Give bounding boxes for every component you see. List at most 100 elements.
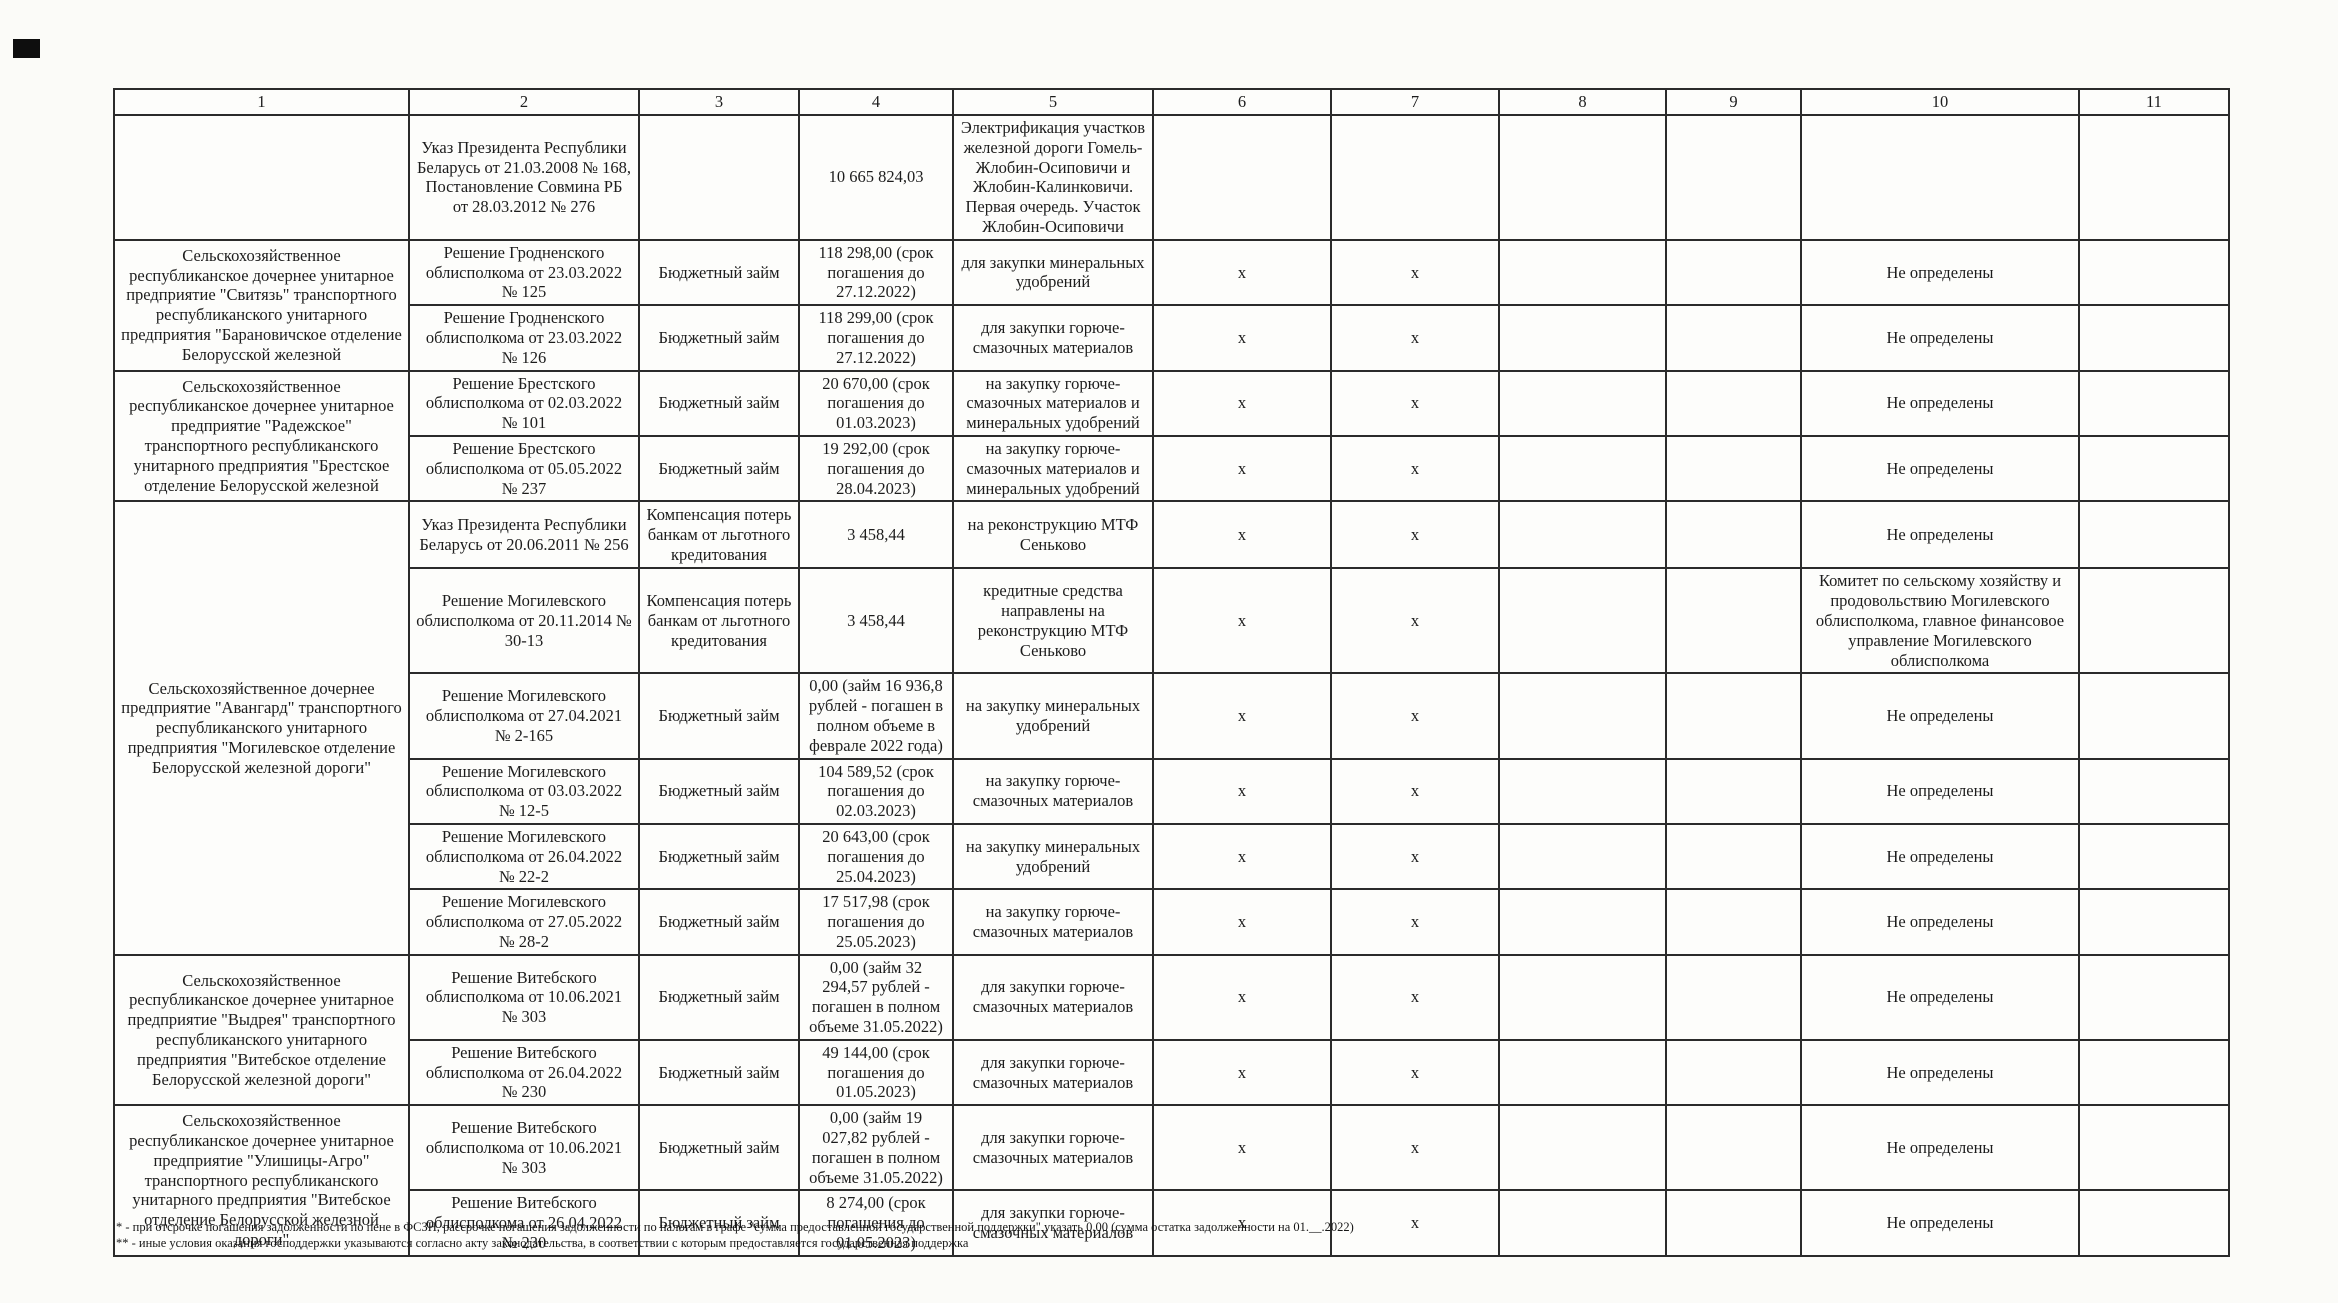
legal-basis-cell: Решение Витебского облисполкома от 10.06…: [408, 1104, 640, 1192]
legal-basis-cell: Решение Могилевского облисполкома от 27.…: [408, 672, 640, 760]
mark-cell: х: [1330, 500, 1500, 570]
conditions-cell: Не определены: [1800, 757, 2080, 825]
purpose-cell: для закупки горюче-смазочных материалов: [952, 953, 1154, 1041]
table-row: Решение Витебского облисполкома от 26.04…: [114, 1189, 2230, 1257]
amount-cell: 118 298,00 (срок погашения до 27.12.2022…: [798, 238, 954, 307]
legal-basis-cell: Решение Витебского облисполкома от 26.04…: [408, 1038, 640, 1107]
conditions-cell: Комитет по сельскому хозяйству и продово…: [1800, 567, 2080, 675]
mark-cell: х: [1330, 567, 1500, 675]
support-type-cell: Бюджетный займ: [638, 369, 800, 437]
support-type-cell: Бюджетный займ: [638, 1104, 800, 1192]
empty-cell: [638, 114, 800, 241]
conditions-cell: Не определены: [1800, 434, 2080, 503]
support-type-cell: Бюджетный займ: [638, 434, 800, 503]
table-row: Указ Президента Республики Беларусь от 2…: [113, 114, 2230, 241]
conditions-cell: Не определены: [1800, 1104, 2080, 1192]
table-row: Решение Брестского облисполкома от 05.05…: [114, 434, 2230, 503]
table-row: Сельскохозяйственное республиканское доч…: [113, 369, 2230, 503]
empty-cell: [1665, 953, 1802, 1041]
column-number-cell: 5: [952, 88, 1154, 116]
purpose-cell: на закупку горюче-смазочных материалов и…: [952, 434, 1154, 503]
mark-cell: х: [1330, 238, 1500, 307]
support-type-cell: Бюджетный займ: [638, 953, 800, 1041]
amount-cell: 17 517,98 (срок погашения до 25.05.2023): [798, 888, 954, 956]
column-number-cell: 10: [1800, 88, 2080, 116]
purpose-cell: для закупки горюче-смазочных материалов: [952, 304, 1154, 372]
empty-cell: [1498, 888, 1667, 956]
column-number-cell: 2: [408, 88, 640, 116]
enterprise-name-cell: Сельскохозяйственное республиканское доч…: [113, 369, 410, 503]
empty-cell: [2078, 888, 2230, 956]
empty-cell: [1498, 434, 1667, 503]
mark-cell: х: [1152, 1189, 1332, 1257]
amount-cell: 3 458,44: [798, 567, 954, 675]
state-support-table: 1 2 3 4 5 6 7 8 9 10 11 Указ Президента …: [113, 88, 2230, 1257]
empty-cell: [2078, 953, 2230, 1041]
empty-cell: [2078, 304, 2230, 372]
enterprise-name-cell: Сельскохозяйственное республиканское доч…: [113, 1104, 410, 1257]
support-type-cell: Компенсация потерь банкам от льготного к…: [638, 500, 800, 570]
mark-cell: х: [1152, 757, 1332, 825]
mark-cell: х: [1152, 953, 1332, 1041]
support-type-cell: Компенсация потерь банкам от льготного к…: [638, 567, 800, 675]
table-row: Решение Могилевского облисполкома от 03.…: [114, 757, 2230, 825]
empty-cell: [1665, 369, 1802, 437]
table-row: Решение Витебского облисполкома от 26.04…: [114, 1038, 2230, 1107]
empty-cell: [2078, 672, 2230, 760]
empty-cell: [1498, 238, 1667, 307]
amount-cell: 0,00 (займ 16 936,8 рублей - погашен в п…: [798, 672, 954, 760]
mark-cell: х: [1152, 1104, 1332, 1192]
empty-cell: [1665, 757, 1802, 825]
column-number-cell: 4: [798, 88, 954, 116]
empty-cell: [1498, 953, 1667, 1041]
conditions-cell: Не определены: [1800, 238, 2080, 307]
empty-cell: [1665, 888, 1802, 956]
empty-cell: [1498, 1038, 1667, 1107]
legal-basis-cell: Решение Могилевского облисполкома от 26.…: [408, 822, 640, 891]
mark-cell: х: [1152, 500, 1332, 570]
empty-cell: [1665, 434, 1802, 503]
column-number-cell: 3: [638, 88, 800, 116]
legal-basis-cell: Решение Витебского облисполкома от 26.04…: [408, 1189, 640, 1257]
mark-cell: х: [1330, 822, 1500, 891]
footnote-1: * - при отсрочке погашения задолженности…: [116, 1220, 1354, 1234]
empty-cell: [1665, 822, 1802, 891]
table-row: Сельскохозяйственное республиканское доч…: [113, 1104, 2230, 1257]
empty-cell: [1665, 238, 1802, 307]
amount-cell: 20 643,00 (срок погашения до 25.04.2023): [798, 822, 954, 891]
amount-cell: 0,00 (займ 32 294,57 рублей - погашен в …: [798, 953, 954, 1041]
mark-cell: х: [1330, 888, 1500, 956]
empty-cell: [1498, 304, 1667, 372]
support-type-cell: Бюджетный займ: [638, 757, 800, 825]
column-number-cell: 11: [2078, 88, 2230, 116]
empty-cell: [2078, 238, 2230, 307]
table-row: Решение Могилевского облисполкома от 27.…: [114, 888, 2230, 956]
purpose-cell: на закупку минеральных удобрений: [952, 672, 1154, 760]
empty-cell: [2078, 822, 2230, 891]
conditions-cell: Не определены: [1800, 822, 2080, 891]
purpose-cell: кредитные средства направлены на реконст…: [952, 567, 1154, 675]
empty-cell: [1498, 672, 1667, 760]
empty-cell: [2078, 434, 2230, 503]
footnote-2: ** - иные условия оказания господдержки …: [116, 1236, 969, 1250]
empty-cell: [113, 114, 410, 241]
empty-cell: [1665, 304, 1802, 372]
column-number-cell: 7: [1330, 88, 1500, 116]
empty-cell: [2078, 114, 2230, 241]
empty-cell: [1152, 114, 1332, 241]
conditions-cell: Не определены: [1800, 888, 2080, 956]
conditions-cell: Не определены: [1800, 500, 2080, 570]
empty-cell: [1498, 1104, 1667, 1192]
table-row: Решение Гродненского облисполкома от 23.…: [114, 304, 2230, 372]
mark-cell: х: [1330, 757, 1500, 825]
empty-cell: [1665, 114, 1802, 241]
column-number-cell: 1: [113, 88, 410, 116]
enterprise-name-cell: Сельскохозяйственное республиканское доч…: [113, 238, 410, 372]
empty-cell: [1498, 114, 1667, 241]
amount-cell: 118 299,00 (срок погашения до 27.12.2022…: [798, 304, 954, 372]
amount-cell: 49 144,00 (срок погашения до 01.05.2023): [798, 1038, 954, 1107]
amount-cell: 8 274,00 (срок погашения до 01.05.2023): [798, 1189, 954, 1257]
legal-basis-cell: Решение Витебского облисполкома от 10.06…: [408, 953, 640, 1041]
footnotes: * - при отсрочке погашения задолженности…: [116, 1219, 2226, 1251]
